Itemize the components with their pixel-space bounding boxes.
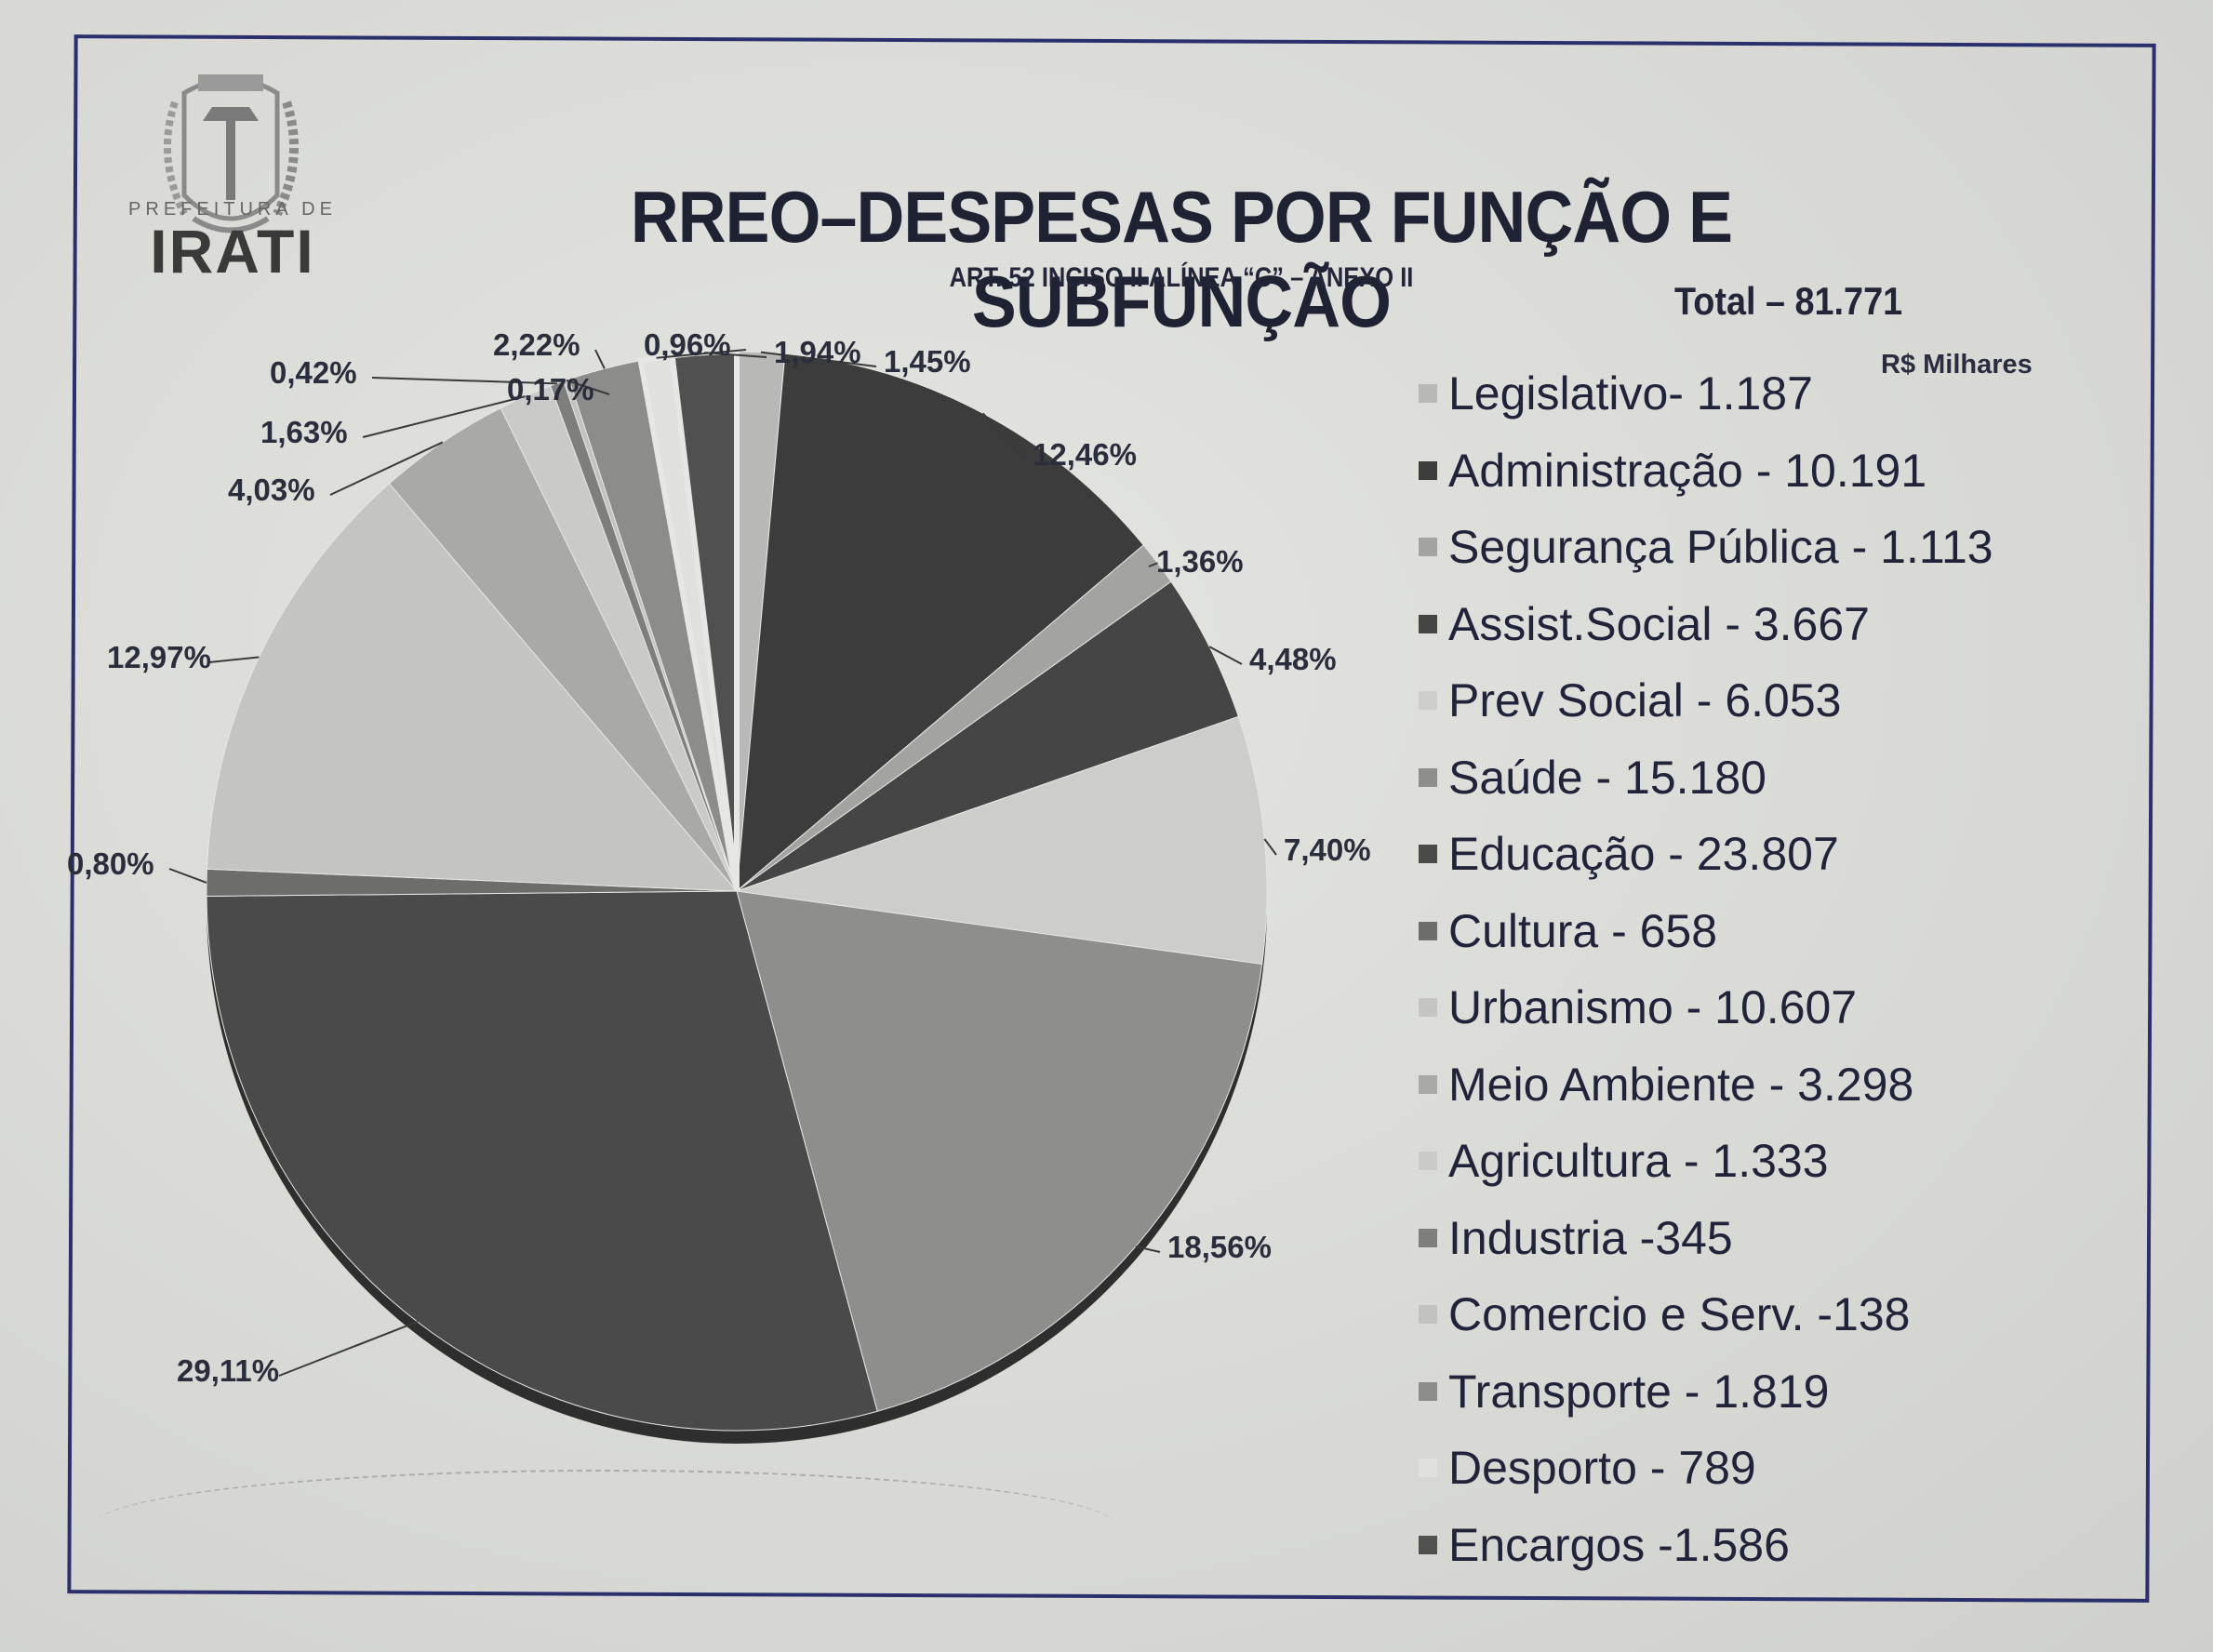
legend-item: Segurança Pública - 1.113 — [1419, 509, 1993, 586]
leader-line — [656, 349, 747, 359]
leader-line — [594, 349, 606, 369]
legend-swatch-icon — [1419, 1228, 1437, 1247]
legend-label: Cultura - 658 — [1448, 904, 1718, 957]
legend-label: Educação - 23.807 — [1448, 828, 1839, 881]
leader-line — [566, 379, 610, 395]
pie-slice — [206, 890, 878, 1432]
legend-label: Segurança Pública - 1.113 — [1448, 521, 1993, 574]
legend-label: Administração - 10.191 — [1448, 444, 1927, 497]
total-label: Total – 81.771 — [1674, 279, 1903, 323]
leader-line — [278, 1321, 419, 1377]
legend-item: Transporte - 1.819 — [1419, 1353, 1993, 1431]
leader-line — [981, 412, 1026, 460]
legend-item: Meio Ambiente - 3.298 — [1419, 1046, 1993, 1124]
legend-swatch-icon — [1419, 384, 1437, 404]
legend-label: Industria -345 — [1448, 1211, 1733, 1264]
legend-swatch-icon — [1419, 1305, 1437, 1325]
percent-label: 4,48% — [1249, 642, 1337, 676]
legend-swatch-icon — [1419, 1535, 1437, 1554]
leader-line — [371, 377, 557, 385]
percent-label: 18,56% — [1167, 1230, 1272, 1264]
legend-label: Encargos -1.586 — [1448, 1518, 1790, 1571]
chart-subtitle: ART. 52 INCISO II ALÍNEA “C” – ANEXO II — [949, 262, 1414, 293]
leader-line — [704, 352, 767, 358]
percent-label: 1,94% — [774, 335, 861, 369]
leader-line — [1208, 646, 1243, 665]
legend-swatch-icon — [1419, 460, 1437, 480]
percent-label: 0,96% — [644, 327, 731, 362]
leader-line — [760, 351, 877, 367]
leader-line — [362, 395, 526, 438]
percent-label: 2,22% — [493, 327, 580, 362]
leader-line — [1135, 1246, 1161, 1253]
unit-label: R$ Milhares — [1881, 350, 2033, 380]
percent-label: 0,80% — [67, 846, 154, 881]
legend-label: Assist.Social - 3.667 — [1448, 597, 1870, 650]
pie-slice — [736, 890, 1263, 1412]
legend-item: Agricultura - 1.333 — [1419, 1123, 1993, 1200]
legend-item: Administração - 10.191 — [1419, 433, 1993, 510]
legend-label: Legislativo- 1.187 — [1448, 367, 1813, 420]
percent-label: 1,45% — [884, 344, 971, 379]
legend-label: Urbanismo - 10.607 — [1448, 981, 1858, 1034]
percent-label: 7,40% — [1284, 833, 1371, 867]
legend-swatch-icon — [1419, 538, 1437, 557]
legend: Legislativo- 1.187 Administração - 10.191… — [1419, 355, 1993, 1583]
legend-label: Agricultura - 1.333 — [1448, 1135, 1829, 1188]
legend-item: Assist.Social - 3.667 — [1419, 586, 1993, 663]
legend-item: Encargos -1.586 — [1419, 1507, 1993, 1584]
leader-line — [168, 868, 207, 884]
legend-item: Desporto - 789 — [1419, 1430, 1993, 1507]
legend-item: Industria -345 — [1419, 1200, 1993, 1277]
legend-item: Educação - 23.807 — [1419, 816, 1993, 893]
percent-label: 12,97% — [107, 640, 211, 674]
legend-item: Prev Social - 6.053 — [1419, 662, 1993, 739]
chart-title: RREO–DESPESAS POR FUNÇÃO E SUBFUNÇÃO — [630, 176, 1733, 342]
logo-top-text: PREFEITURA DE — [128, 199, 337, 220]
legend-item: Legislativo- 1.187 — [1419, 355, 1993, 433]
leader-line — [208, 656, 260, 663]
percent-label: 12,46% — [1033, 437, 1137, 472]
legend-swatch-icon — [1419, 845, 1437, 864]
legend-swatch-icon — [1419, 1459, 1437, 1478]
legend-swatch-icon — [1419, 1074, 1437, 1094]
legend-swatch-icon — [1419, 691, 1437, 711]
paper-scuff — [93, 1470, 1116, 1583]
legend-swatch-icon — [1419, 767, 1437, 787]
pie-slice — [736, 580, 1239, 892]
leader-line — [1263, 838, 1277, 856]
legend-item: Cultura - 658 — [1419, 893, 1993, 970]
legend-label: Desporto - 789 — [1448, 1442, 1756, 1495]
legend-label: Prev Social - 6.053 — [1448, 674, 1842, 727]
percent-label: 1,36% — [1156, 544, 1244, 579]
legend-label: Comercio e Serv. -138 — [1448, 1288, 1911, 1341]
percent-label: 0,17% — [507, 372, 594, 406]
legend-swatch-icon — [1419, 998, 1437, 1018]
coat-of-arms-icon — [119, 56, 342, 288]
legend-item: Saúde - 15.180 — [1419, 739, 1993, 817]
percent-label: 1,63% — [260, 415, 348, 449]
logo-name: IRATI — [150, 217, 315, 286]
pie-slice — [206, 483, 739, 892]
leader-line — [329, 441, 444, 496]
legend-swatch-icon — [1419, 1381, 1437, 1401]
legend-label: Saúde - 15.180 — [1448, 751, 1766, 804]
percent-label: 29,11% — [177, 1353, 280, 1388]
legend-item: Comercio e Serv. -138 — [1419, 1276, 1993, 1353]
leader-line — [1148, 562, 1158, 567]
legend-swatch-icon — [1419, 921, 1437, 940]
percent-label: 0,42% — [270, 355, 357, 390]
legend-item: Urbanismo - 10.607 — [1419, 969, 1993, 1046]
legend-swatch-icon — [1419, 614, 1437, 633]
legend-label: Meio Ambiente - 3.298 — [1448, 1058, 1914, 1111]
legend-label: Transporte - 1.819 — [1448, 1365, 1830, 1418]
percent-label: 4,03% — [228, 473, 315, 507]
legend-swatch-icon — [1419, 1152, 1437, 1171]
